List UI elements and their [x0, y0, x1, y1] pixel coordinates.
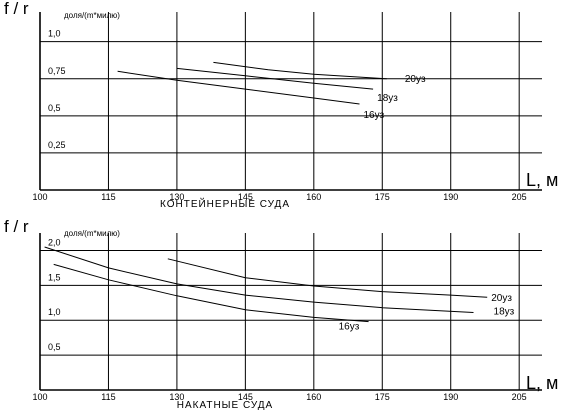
- chart1-series-label-20уз: 20уз: [405, 74, 426, 85]
- chart1-xtick-190: 190: [443, 192, 458, 202]
- chart1-ytick-0,75: 0,75: [48, 66, 66, 76]
- chart2-title: НАКАТНЫЕ СУДА: [177, 400, 273, 411]
- chart2-ytick-2,0: 2,0: [48, 237, 61, 247]
- chart1-xtick-145: 145: [238, 192, 253, 202]
- chart1-ytick-0,25: 0,25: [48, 140, 66, 150]
- chart2-xtick-145: 145: [238, 392, 253, 402]
- chart1-series-18уз: [176, 67, 374, 90]
- chart1-series-16уз: [117, 70, 360, 105]
- chart1-xtick-115: 115: [101, 192, 115, 202]
- chart1-title: КОНТЕЙНЕРНЫЕ СУДА: [160, 197, 290, 210]
- chart1-xlabel: L, м: [526, 170, 558, 190]
- chart2-yunit: доля/(m*милю): [64, 229, 120, 238]
- chart2-series-label-18уз: 18уз: [494, 307, 515, 318]
- chart2-xtick-205: 205: [512, 392, 527, 402]
- chart2-series-label-16уз: 16уз: [339, 322, 360, 333]
- chart1-series-label-16уз: 16уз: [363, 110, 384, 121]
- chart1-series-label-18уз: 18уз: [377, 93, 398, 104]
- chart2-xtick-130: 130: [169, 392, 184, 402]
- chart2-xtick-100: 100: [32, 392, 47, 402]
- chart2-series-18уз: [44, 246, 474, 313]
- chart2-ytick-1,5: 1,5: [48, 272, 61, 282]
- chart2-xtick-190: 190: [443, 392, 458, 402]
- chart2-xtick-115: 115: [101, 392, 115, 402]
- chart1-xtick-205: 205: [512, 192, 527, 202]
- chart1-ytick-0,5: 0,5: [48, 103, 61, 113]
- chart1-xtick-100: 100: [32, 192, 47, 202]
- chart2-series-20уз: [167, 258, 488, 298]
- chart2-ylabel: f / r: [4, 217, 29, 236]
- chart1-ytick-1,0: 1,0: [48, 29, 61, 39]
- chart2-xlabel: L, м: [526, 373, 558, 393]
- chart1-xtick-130: 130: [169, 192, 184, 202]
- chart1-xtick-160: 160: [306, 192, 321, 202]
- chart1-series-20уз: [213, 61, 387, 80]
- chart2-series-16уз: [53, 263, 369, 323]
- chart2-xtick-175: 175: [375, 392, 390, 402]
- chart1-yunit: доля/(m*милю): [64, 11, 120, 20]
- chart2-series-label-20уз: 20уз: [491, 293, 512, 304]
- chart1-xtick-175: 175: [375, 192, 390, 202]
- chart1-ylabel: f / r: [4, 0, 29, 18]
- chart2-ytick-1,0: 1,0: [48, 307, 61, 317]
- chart2-ytick-0,5: 0,5: [48, 342, 61, 352]
- chart2-xtick-160: 160: [306, 392, 321, 402]
